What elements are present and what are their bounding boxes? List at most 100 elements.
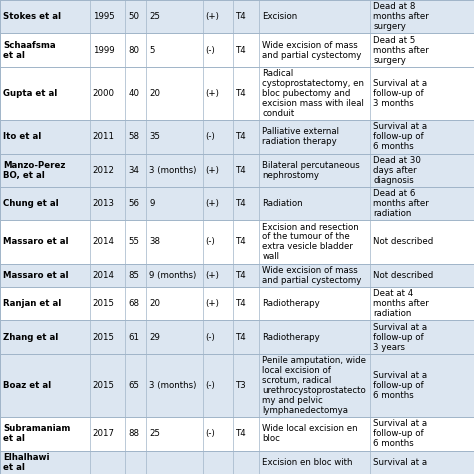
Bar (0, 264, 474, 287)
Text: surgery: surgery (374, 55, 406, 64)
Text: Elhalhawi: Elhalhawi (3, 453, 49, 462)
Text: 88: 88 (128, 429, 139, 438)
Text: Wide excision of mass: Wide excision of mass (262, 41, 358, 50)
Text: T4: T4 (236, 89, 246, 98)
Text: radiation: radiation (374, 209, 412, 218)
Text: Dead at 30: Dead at 30 (374, 156, 421, 165)
Text: T3: T3 (236, 381, 246, 390)
Text: 2011: 2011 (92, 132, 115, 141)
Bar (0, 67, 474, 120)
Text: T4: T4 (236, 333, 246, 342)
Text: 50: 50 (128, 12, 139, 21)
Text: Excision and resection: Excision and resection (262, 222, 359, 231)
Text: Survival at a: Survival at a (374, 371, 428, 380)
Text: Dead at 6: Dead at 6 (374, 189, 416, 198)
Text: 1999: 1999 (92, 46, 114, 55)
Text: 55: 55 (128, 237, 139, 246)
Text: months after: months after (374, 299, 429, 308)
Text: Zhang et al: Zhang et al (3, 333, 58, 342)
Text: Not described: Not described (374, 271, 434, 280)
Text: follow-up of: follow-up of (374, 89, 424, 98)
Text: cystoprostatectomy, en: cystoprostatectomy, en (262, 79, 364, 88)
Text: T4: T4 (236, 132, 246, 141)
Text: radiation therapy: radiation therapy (262, 137, 337, 146)
Text: Radical: Radical (262, 69, 293, 78)
Text: 85: 85 (128, 271, 139, 280)
Bar (0, 187, 474, 220)
Bar (0, 417, 474, 451)
Text: urethrocystoprostatecto: urethrocystoprostatecto (262, 386, 366, 395)
Text: Manzo-Perez: Manzo-Perez (3, 161, 65, 170)
Text: 68: 68 (128, 299, 139, 308)
Text: T4: T4 (236, 299, 246, 308)
Text: follow-up of: follow-up of (374, 429, 424, 438)
Text: (+): (+) (206, 199, 219, 208)
Text: Subramaniam: Subramaniam (3, 424, 70, 433)
Text: wall: wall (262, 253, 279, 262)
Text: Deat at 4: Deat at 4 (374, 289, 414, 298)
Text: months after: months after (374, 46, 429, 55)
Text: Survival at a: Survival at a (374, 323, 428, 332)
Text: diagnosis: diagnosis (374, 176, 414, 185)
Text: 9: 9 (149, 199, 155, 208)
Text: 2000: 2000 (92, 89, 115, 98)
Text: 61: 61 (128, 333, 139, 342)
Text: my and pelvic: my and pelvic (262, 396, 323, 405)
Text: 2013: 2013 (92, 199, 115, 208)
Text: nephrostomy: nephrostomy (262, 171, 319, 180)
Text: 2015: 2015 (92, 381, 115, 390)
Bar (0, 0, 474, 33)
Text: 6 months: 6 months (374, 391, 414, 400)
Text: 1995: 1995 (92, 12, 114, 21)
Text: surgery: surgery (374, 22, 406, 31)
Text: 2014: 2014 (92, 271, 115, 280)
Text: of the tumour of the: of the tumour of the (262, 233, 350, 241)
Text: 3 (months): 3 (months) (149, 381, 196, 390)
Text: months after: months after (374, 12, 429, 21)
Text: et al: et al (3, 463, 25, 472)
Text: Not described: Not described (374, 237, 434, 246)
Text: 2017: 2017 (92, 429, 115, 438)
Bar (0, 287, 474, 320)
Text: (-): (-) (206, 237, 215, 246)
Bar (0, 220, 474, 264)
Text: Radiation: Radiation (262, 199, 303, 208)
Bar (0, 451, 474, 474)
Text: Penile amputation, wide: Penile amputation, wide (262, 356, 366, 365)
Text: 38: 38 (149, 237, 160, 246)
Text: Massaro et al: Massaro et al (3, 271, 69, 280)
Text: 3 (months): 3 (months) (149, 166, 196, 175)
Text: Survival at a: Survival at a (374, 419, 428, 428)
Text: follow-up of: follow-up of (374, 132, 424, 141)
Bar (0, 354, 474, 417)
Text: 9 (months): 9 (months) (149, 271, 196, 280)
Text: Ito et al: Ito et al (3, 132, 41, 141)
Text: 2012: 2012 (92, 166, 115, 175)
Text: Gupta et al: Gupta et al (3, 89, 57, 98)
Text: 25: 25 (149, 429, 160, 438)
Text: (+): (+) (206, 271, 219, 280)
Text: radiation: radiation (374, 309, 412, 318)
Text: T4: T4 (236, 199, 246, 208)
Text: months after: months after (374, 199, 429, 208)
Text: 2014: 2014 (92, 237, 115, 246)
Text: (-): (-) (206, 46, 215, 55)
Text: Survival at a: Survival at a (374, 458, 428, 467)
Text: (-): (-) (206, 132, 215, 141)
Text: 2015: 2015 (92, 333, 115, 342)
Text: 80: 80 (128, 46, 139, 55)
Text: Wide excision of mass: Wide excision of mass (262, 266, 358, 275)
Text: conduit: conduit (262, 109, 294, 118)
Text: Excision: Excision (262, 12, 297, 21)
Text: follow-up of: follow-up of (374, 381, 424, 390)
Text: Chung et al: Chung et al (3, 199, 59, 208)
Text: et al: et al (3, 434, 25, 443)
Text: Wide local excision en: Wide local excision en (262, 424, 358, 433)
Text: Stokes et al: Stokes et al (3, 12, 61, 21)
Text: 3 years: 3 years (374, 343, 405, 352)
Text: T4: T4 (236, 12, 246, 21)
Text: 56: 56 (128, 199, 139, 208)
Text: Palliative external: Palliative external (262, 128, 339, 137)
Text: 65: 65 (128, 381, 139, 390)
Text: extra vesicle bladder: extra vesicle bladder (262, 243, 353, 252)
